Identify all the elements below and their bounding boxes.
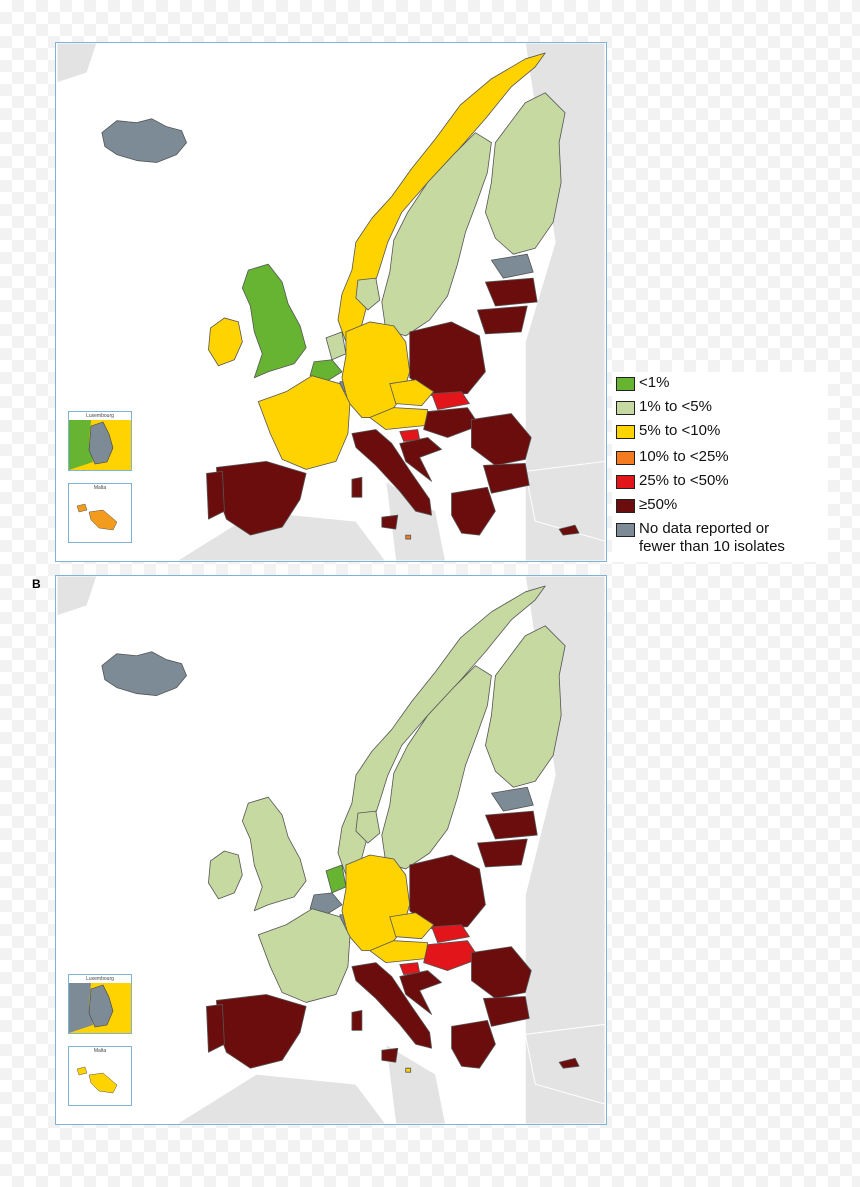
malta-inset-title: Malta [93, 485, 107, 491]
country-czechia: Czechia [389, 912, 435, 940]
legend-label: 25% to <50% [639, 472, 729, 489]
legend-swatch [616, 523, 635, 537]
country-lithuania: Lithuania [477, 838, 528, 868]
gozo-shape [76, 1066, 88, 1076]
country-sweden: Sweden [381, 132, 492, 337]
country-belgium: Belgium [309, 892, 343, 916]
country-cyprus: Cyprus [558, 524, 580, 536]
country-denmark: Denmark [355, 810, 381, 844]
malta-inset: Malta [68, 1046, 132, 1106]
country-belgium: Belgium [309, 359, 343, 383]
country-lithuania: Lithuania [477, 305, 528, 335]
country-greece: Greece [451, 1019, 496, 1069]
luxembourg-shape [88, 984, 114, 1028]
country-portugal: Portugal [206, 470, 225, 520]
legend: <1% 1% to <5% 5% to <10% 10% to <25% 25%… [612, 372, 828, 562]
europe-map-a: IcelandNorwaySwedenFinlandEstoniaLatviaL… [56, 43, 606, 561]
malta-shape [88, 1072, 118, 1094]
lux-surround-west [69, 420, 93, 470]
country-italy: Italy [351, 962, 433, 1063]
country-estonia: Estonia [491, 786, 534, 812]
country-iceland: Iceland [101, 651, 187, 696]
map-panel-a: IcelandNorwaySwedenFinlandEstoniaLatviaL… [55, 42, 607, 562]
legend-label: 5% to <10% [639, 422, 721, 439]
legend-label: 10% to <25% [639, 448, 729, 465]
luxembourg-shape [88, 421, 114, 465]
country-norway: Norway [337, 52, 546, 343]
country-france: France [257, 908, 351, 1003]
country-united-kingdom: United Kingdom [241, 263, 307, 379]
country-estonia: Estonia [490, 253, 534, 279]
malta-shape [88, 509, 118, 531]
country-ireland: Ireland [208, 850, 243, 900]
legend-swatch [616, 425, 635, 439]
legend-label: 1% to <5% [639, 398, 712, 415]
legend-item-5-10: 5% to <10% [616, 422, 720, 440]
country-greece: Greece [451, 486, 496, 536]
country-denmark: Denmark [355, 277, 381, 311]
malta-inset: Malta [68, 483, 132, 543]
legend-label: <1% [639, 374, 670, 391]
panel-label-b: B [32, 577, 41, 591]
legend-swatch [616, 475, 635, 489]
country-romania: Romania [471, 946, 532, 999]
country-latvia: Latvia [485, 810, 538, 840]
luxembourg-inset-title: Luxembourg [86, 413, 114, 419]
map-panel-b: IcelandNorwaySwedenFinlandEstoniaLatviaL… [55, 575, 607, 1125]
legend-item-25-50: 25% to <50% [616, 472, 729, 490]
country-romania: Romania [471, 413, 532, 466]
country-latvia: Latvia [485, 277, 538, 307]
country-italy: Italy [351, 429, 433, 530]
legend-item-10-25: 10% to <25% [616, 448, 729, 466]
legend-item-no-data: No data reported or fewer than 10 isolat… [616, 520, 785, 556]
country-slovakia: Slovakia [431, 924, 470, 944]
country-croatia: Croatia [399, 437, 442, 482]
country-portugal: Portugal [206, 1004, 225, 1053]
country-ireland: Ireland [208, 317, 243, 367]
country-iceland: Iceland [101, 118, 187, 163]
country-france: France [257, 375, 351, 470]
country-cyprus: Cyprus [558, 1057, 580, 1069]
country-czechia: Czechia [389, 379, 435, 406]
legend-swatch [616, 377, 635, 391]
country-hungary: Hungary [423, 940, 480, 971]
country-slovakia: Slovakia [431, 391, 470, 410]
country-malta: Malta [405, 1067, 412, 1073]
country-netherlands: Netherlands [325, 864, 347, 894]
legend-swatch [616, 451, 635, 465]
luxembourg-inset: Luxembourg [68, 411, 132, 471]
country-sweden: Sweden [381, 665, 492, 870]
country-bulgaria: Bulgaria [483, 996, 530, 1027]
legend-item-ge50: ≥50% [616, 496, 677, 514]
country-finland: Finland [485, 92, 566, 255]
gozo-shape [76, 503, 88, 513]
legend-item-lt1: <1% [616, 374, 669, 392]
luxembourg-inset-title: Luxembourg [86, 976, 114, 982]
legend-label: No data reported or fewer than 10 isolat… [639, 520, 785, 555]
country-finland: Finland [485, 625, 566, 788]
country-bulgaria: Bulgaria [483, 462, 530, 494]
background-landmass [56, 576, 606, 1124]
legend-swatch [616, 401, 635, 415]
country-netherlands: Netherlands [325, 331, 347, 361]
legend-item-1-5: 1% to <5% [616, 398, 712, 416]
legend-label: ≥50% [639, 496, 678, 513]
country-united-kingdom: United Kingdom [241, 796, 307, 912]
country-norway: Norway [337, 585, 546, 876]
europe-map-b: IcelandNorwaySwedenFinlandEstoniaLatviaL… [56, 576, 606, 1124]
country-croatia: Croatia [399, 970, 442, 1015]
country-spain: Spain [216, 994, 307, 1069]
country-hungary: Hungary [423, 407, 480, 438]
country-malta: Malta [405, 534, 412, 540]
malta-inset-title: Malta [93, 1048, 107, 1054]
lux-surround-west [69, 983, 93, 1033]
luxembourg-inset: Luxembourg [68, 974, 132, 1034]
legend-swatch [616, 499, 635, 513]
